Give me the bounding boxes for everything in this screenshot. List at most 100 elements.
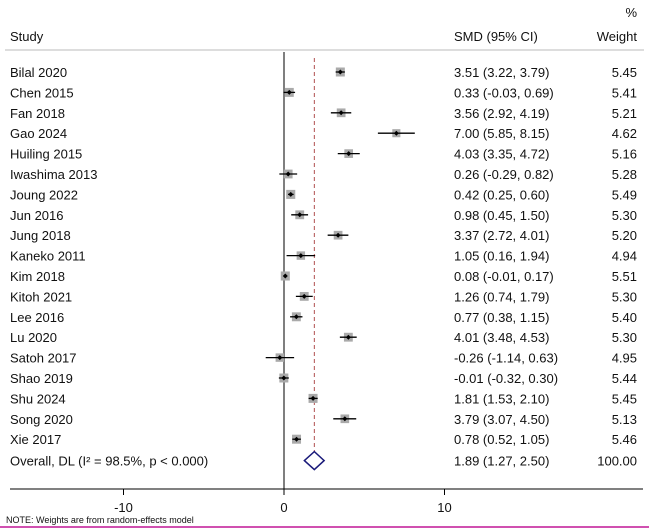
overall-label: Overall, DL (I² = 98.5%, p < 0.000) bbox=[10, 454, 208, 469]
study-weight: 5.16 bbox=[612, 147, 637, 162]
study-weight: 4.94 bbox=[612, 249, 637, 264]
overall-row: Overall, DL (I² = 98.5%, p < 0.000) 1.89 … bbox=[10, 450, 637, 471]
study-weight: 5.51 bbox=[612, 269, 637, 284]
overall-ci: 1.89 (1.27, 2.50) bbox=[454, 454, 549, 469]
study-weight: 4.95 bbox=[612, 351, 637, 366]
study-ci: 3.37 (2.72, 4.01) bbox=[454, 228, 549, 243]
study-name: Shao 2019 bbox=[10, 371, 73, 386]
x-tick-label: -10 bbox=[114, 500, 133, 515]
study-ci: 1.05 (0.16, 1.94) bbox=[454, 249, 549, 264]
study-ci: 1.26 (0.74, 1.79) bbox=[454, 289, 549, 304]
point-estimate bbox=[301, 293, 307, 299]
study-row: Jun 2016 0.98 (0.45, 1.50) 5.30 bbox=[10, 208, 637, 223]
point-estimate bbox=[393, 130, 399, 136]
study-ci: 0.78 (0.52, 1.05) bbox=[454, 432, 549, 447]
study-weight: 5.13 bbox=[612, 412, 637, 427]
study-ci: 4.01 (3.48, 4.53) bbox=[454, 330, 549, 345]
study-name: Lu 2020 bbox=[10, 330, 57, 345]
study-ci: -0.26 (-1.14, 0.63) bbox=[454, 351, 558, 366]
x-tick-label: 10 bbox=[437, 500, 451, 515]
point-estimate bbox=[281, 375, 287, 381]
study-ci: 3.56 (2.92, 4.19) bbox=[454, 106, 549, 121]
point-estimate bbox=[335, 232, 341, 238]
header-weight: Weight bbox=[597, 29, 638, 44]
study-weight: 5.44 bbox=[612, 371, 637, 386]
study-weight: 5.30 bbox=[612, 208, 637, 223]
study-weight: 5.28 bbox=[612, 167, 637, 182]
study-weight: 5.30 bbox=[612, 289, 637, 304]
study-ci: 1.81 (1.53, 2.10) bbox=[454, 391, 549, 406]
study-row: Fan 2018 3.56 (2.92, 4.19) 5.21 bbox=[10, 106, 637, 121]
study-ci: 3.51 (3.22, 3.79) bbox=[454, 65, 549, 80]
point-estimate bbox=[337, 69, 343, 75]
study-name: Chen 2015 bbox=[10, 85, 74, 100]
study-name: Xie 2017 bbox=[10, 432, 61, 447]
study-name: Shu 2024 bbox=[10, 391, 66, 406]
study-row: Lee 2016 0.77 (0.38, 1.15) 5.40 bbox=[10, 310, 637, 325]
study-row: Bilal 2020 3.51 (3.22, 3.79) 5.45 bbox=[10, 65, 637, 80]
overall-weight: 100.00 bbox=[597, 454, 637, 469]
study-weight: 5.30 bbox=[612, 330, 637, 345]
point-estimate bbox=[346, 151, 352, 157]
study-ci: 4.03 (3.35, 4.72) bbox=[454, 147, 549, 162]
study-weight: 5.20 bbox=[612, 228, 637, 243]
point-estimate bbox=[286, 89, 292, 95]
point-estimate bbox=[294, 436, 300, 442]
point-estimate bbox=[282, 273, 288, 279]
study-row: Gao 2024 7.00 (5.85, 8.15) 4.62 bbox=[10, 126, 637, 141]
study-row: Xie 2017 0.78 (0.52, 1.05) 5.46 bbox=[10, 432, 637, 447]
study-weight: 5.46 bbox=[612, 432, 637, 447]
point-estimate bbox=[285, 171, 291, 177]
point-estimate bbox=[298, 253, 304, 259]
study-row: Jung 2018 3.37 (2.72, 4.01) 5.20 bbox=[10, 228, 637, 243]
study-row: Kaneko 2011 1.05 (0.16, 1.94) 4.94 bbox=[10, 249, 637, 264]
point-estimate bbox=[342, 416, 348, 422]
study-name: Iwashima 2013 bbox=[10, 167, 97, 182]
study-weight: 4.62 bbox=[612, 126, 637, 141]
study-name: Jun 2016 bbox=[10, 208, 64, 223]
study-ci: 0.26 (-0.29, 0.82) bbox=[454, 167, 554, 182]
study-name: Lee 2016 bbox=[10, 310, 64, 325]
study-weight: 5.45 bbox=[612, 391, 637, 406]
study-name: Kaneko 2011 bbox=[10, 249, 86, 264]
point-estimate bbox=[345, 334, 351, 340]
point-estimate bbox=[310, 395, 316, 401]
point-estimate bbox=[293, 314, 299, 320]
point-estimate bbox=[277, 355, 283, 361]
study-name: Kim 2018 bbox=[10, 269, 65, 284]
study-name: Satoh 2017 bbox=[10, 351, 77, 366]
study-ci: 0.42 (0.25, 0.60) bbox=[454, 187, 549, 202]
study-ci: 0.08 (-0.01, 0.17) bbox=[454, 269, 554, 284]
study-ci: 0.98 (0.45, 1.50) bbox=[454, 208, 549, 223]
study-weight: 5.21 bbox=[612, 106, 637, 121]
header-weight-percent: % bbox=[625, 5, 637, 20]
study-ci: 7.00 (5.85, 8.15) bbox=[454, 126, 549, 141]
study-row: Iwashima 2013 0.26 (-0.29, 0.82) 5.28 bbox=[10, 167, 637, 182]
study-weight: 5.49 bbox=[612, 187, 637, 202]
study-name: Gao 2024 bbox=[10, 126, 67, 141]
study-weight: 5.45 bbox=[612, 65, 637, 80]
study-ci: 0.33 (-0.03, 0.69) bbox=[454, 85, 554, 100]
study-row: Shu 2024 1.81 (1.53, 2.10) 5.45 bbox=[10, 391, 637, 406]
study-ci: 3.79 (3.07, 4.50) bbox=[454, 412, 549, 427]
header-study: Study bbox=[10, 29, 44, 44]
study-name: Bilal 2020 bbox=[10, 65, 67, 80]
study-row: Shao 2019 -0.01 (-0.32, 0.30) 5.44 bbox=[10, 371, 637, 386]
study-weight: 5.40 bbox=[612, 310, 637, 325]
study-name: Joung 2022 bbox=[10, 187, 78, 202]
study-row: Kim 2018 0.08 (-0.01, 0.17) 5.51 bbox=[10, 269, 637, 284]
point-estimate bbox=[297, 212, 303, 218]
study-name: Jung 2018 bbox=[10, 228, 71, 243]
study-row: Kitoh 2021 1.26 (0.74, 1.79) 5.30 bbox=[10, 289, 637, 304]
x-tick-label: 0 bbox=[280, 500, 287, 515]
study-ci: 0.77 (0.38, 1.15) bbox=[454, 310, 549, 325]
study-name: Kitoh 2021 bbox=[10, 289, 72, 304]
study-row: Lu 2020 4.01 (3.48, 4.53) 5.30 bbox=[10, 330, 637, 345]
study-name: Song 2020 bbox=[10, 412, 73, 427]
point-estimate bbox=[288, 191, 294, 197]
study-row: Satoh 2017 -0.26 (-1.14, 0.63) 4.95 bbox=[10, 351, 637, 366]
point-estimate bbox=[338, 110, 344, 116]
header-smd: SMD (95% CI) bbox=[454, 29, 538, 44]
